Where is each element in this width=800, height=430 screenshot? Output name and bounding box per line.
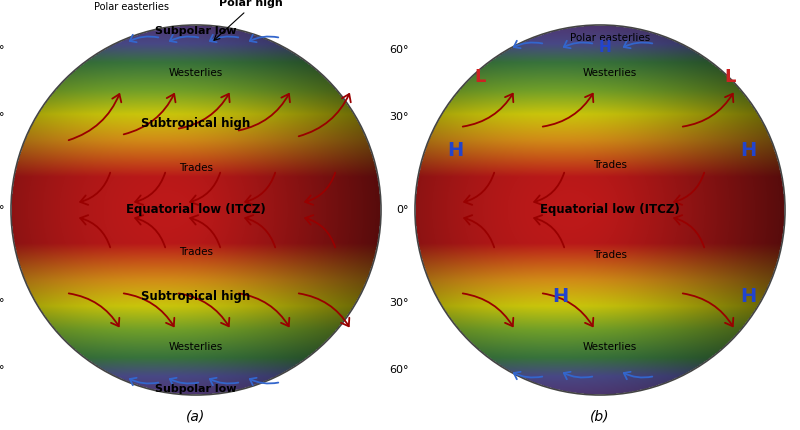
Text: H: H (447, 141, 463, 160)
Text: 0°: 0° (0, 205, 5, 215)
FancyArrowPatch shape (135, 173, 165, 205)
FancyArrowPatch shape (135, 215, 165, 247)
FancyArrowPatch shape (80, 215, 110, 247)
Text: Polar high: Polar high (219, 0, 283, 8)
FancyArrowPatch shape (80, 173, 110, 205)
FancyArrowPatch shape (462, 293, 514, 326)
Text: Equatorial low (ITCZ): Equatorial low (ITCZ) (540, 203, 680, 216)
Text: Westerlies: Westerlies (169, 68, 223, 77)
FancyArrowPatch shape (462, 94, 514, 126)
FancyArrowPatch shape (674, 215, 704, 247)
FancyArrowPatch shape (298, 293, 350, 326)
Text: Trades: Trades (179, 247, 213, 257)
FancyArrowPatch shape (190, 215, 220, 247)
Text: H: H (740, 141, 756, 160)
Text: Trades: Trades (179, 163, 213, 173)
FancyArrowPatch shape (514, 41, 542, 48)
FancyArrowPatch shape (514, 372, 542, 379)
Text: 30°: 30° (0, 298, 5, 307)
Text: H: H (598, 40, 611, 55)
FancyArrowPatch shape (564, 41, 592, 48)
Text: Westerlies: Westerlies (169, 342, 223, 353)
FancyArrowPatch shape (170, 35, 198, 42)
FancyArrowPatch shape (124, 293, 174, 326)
FancyArrowPatch shape (624, 41, 652, 48)
FancyArrowPatch shape (564, 372, 592, 379)
Text: H: H (740, 286, 756, 305)
Text: 30°: 30° (0, 113, 5, 123)
Text: L: L (724, 68, 736, 86)
FancyArrowPatch shape (624, 372, 652, 379)
FancyArrowPatch shape (250, 35, 278, 42)
FancyArrowPatch shape (534, 173, 564, 205)
Text: 30°: 30° (390, 113, 409, 123)
Text: H: H (552, 286, 568, 305)
FancyArrowPatch shape (298, 94, 350, 136)
FancyArrowPatch shape (170, 378, 198, 385)
FancyArrowPatch shape (542, 293, 594, 326)
FancyArrowPatch shape (190, 173, 220, 205)
Text: Subpolar low: Subpolar low (155, 384, 237, 394)
Text: Subpolar low: Subpolar low (155, 26, 237, 36)
FancyArrowPatch shape (210, 35, 238, 42)
Text: Polar easterlies: Polar easterlies (570, 34, 650, 43)
Text: L: L (474, 68, 486, 86)
Text: Polar easterlies: Polar easterlies (94, 2, 169, 12)
Text: (b): (b) (590, 410, 610, 424)
Text: Westerlies: Westerlies (583, 342, 637, 353)
FancyArrowPatch shape (246, 215, 275, 247)
FancyArrowPatch shape (210, 378, 238, 385)
Text: Westerlies: Westerlies (583, 68, 637, 77)
FancyArrowPatch shape (238, 293, 290, 326)
Text: 60°: 60° (0, 45, 5, 55)
FancyArrowPatch shape (178, 94, 230, 129)
FancyArrowPatch shape (464, 173, 494, 205)
Text: 0°: 0° (397, 205, 409, 215)
Text: Trades: Trades (593, 160, 627, 170)
Text: Trades: Trades (593, 250, 627, 260)
FancyArrowPatch shape (250, 378, 278, 385)
FancyArrowPatch shape (682, 94, 734, 126)
FancyArrowPatch shape (464, 215, 494, 247)
Text: Subtropical high: Subtropical high (142, 290, 250, 303)
FancyArrowPatch shape (238, 94, 290, 130)
Text: 30°: 30° (390, 298, 409, 307)
FancyArrowPatch shape (246, 173, 275, 205)
FancyArrowPatch shape (130, 35, 158, 42)
FancyArrowPatch shape (542, 94, 594, 126)
FancyArrowPatch shape (674, 173, 704, 205)
FancyArrowPatch shape (124, 94, 175, 134)
FancyArrowPatch shape (69, 293, 119, 326)
Text: (a): (a) (186, 410, 206, 424)
Text: Subtropical high: Subtropical high (142, 117, 250, 130)
FancyArrowPatch shape (130, 378, 158, 385)
Text: 60°: 60° (0, 365, 5, 375)
FancyArrowPatch shape (682, 293, 734, 326)
Text: 60°: 60° (390, 365, 409, 375)
FancyArrowPatch shape (69, 94, 122, 140)
FancyArrowPatch shape (306, 173, 335, 205)
Text: 60°: 60° (390, 45, 409, 55)
FancyArrowPatch shape (178, 293, 230, 326)
FancyArrowPatch shape (306, 215, 335, 247)
Text: Equatorial low (ITCZ): Equatorial low (ITCZ) (126, 203, 266, 216)
FancyArrowPatch shape (534, 215, 564, 247)
